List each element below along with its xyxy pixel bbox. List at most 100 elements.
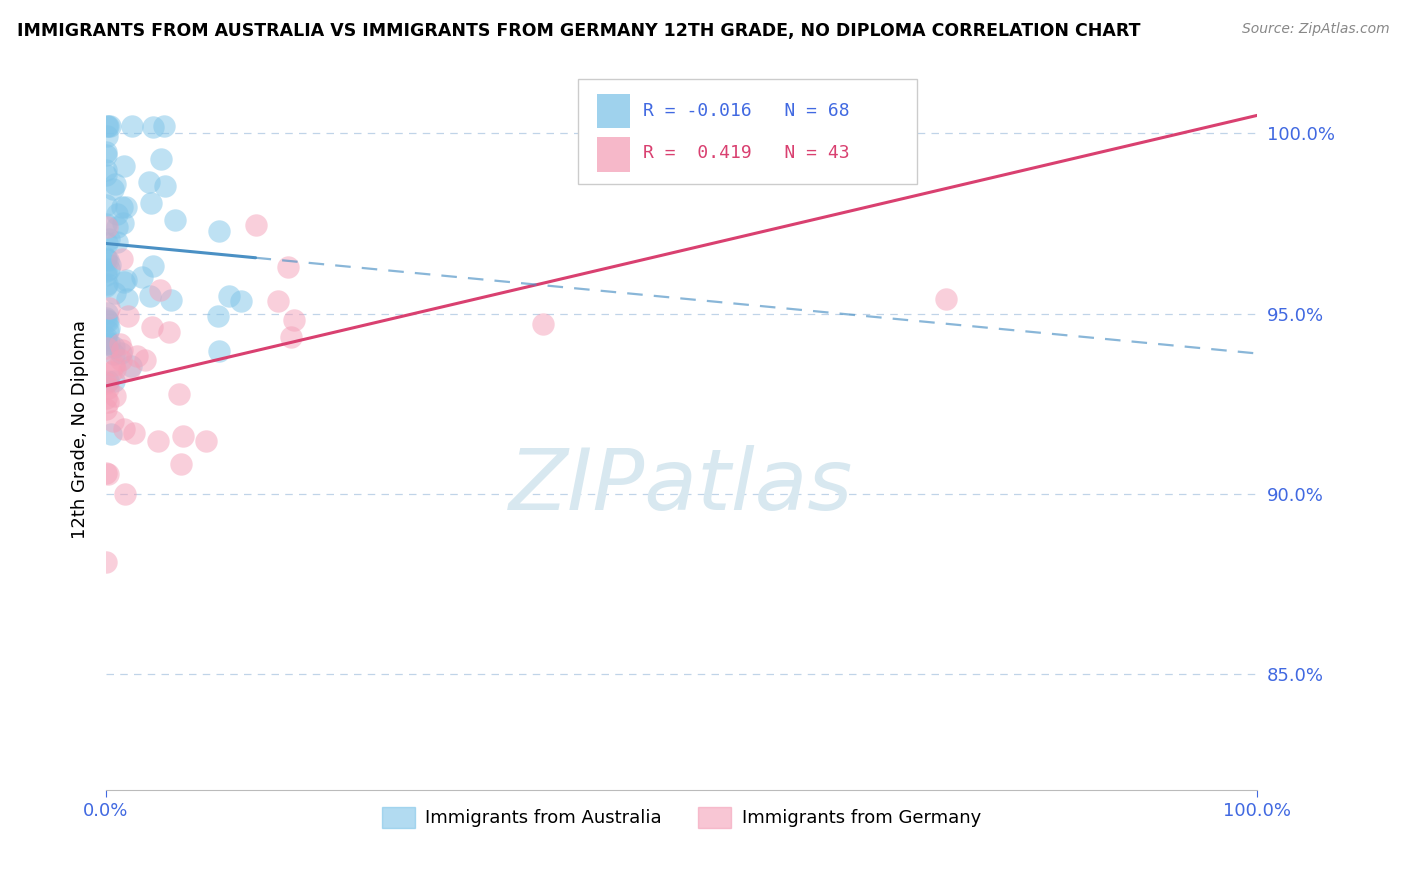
Point bbox=[167, 387, 190, 401]
Point bbox=[98, 321, 121, 335]
Point bbox=[94, 555, 117, 569]
Y-axis label: 12th Grade, No Diploma: 12th Grade, No Diploma bbox=[72, 319, 89, 539]
Point bbox=[103, 389, 125, 403]
Point bbox=[97, 253, 120, 268]
Point bbox=[120, 359, 142, 373]
Point bbox=[134, 353, 156, 368]
Point bbox=[172, 429, 194, 443]
Point bbox=[103, 340, 125, 354]
Point bbox=[96, 306, 118, 320]
Point bbox=[105, 207, 128, 221]
FancyBboxPatch shape bbox=[578, 79, 918, 184]
Point bbox=[148, 434, 170, 448]
Point bbox=[103, 359, 125, 373]
Point bbox=[94, 392, 117, 406]
Point bbox=[101, 182, 124, 196]
Point bbox=[114, 200, 136, 214]
Point bbox=[131, 269, 153, 284]
Point bbox=[94, 218, 117, 232]
Point bbox=[100, 426, 122, 441]
Legend: Immigrants from Australia, Immigrants from Germany: Immigrants from Australia, Immigrants fr… bbox=[375, 800, 988, 835]
Point bbox=[245, 218, 267, 232]
Point bbox=[96, 277, 118, 291]
Point bbox=[97, 394, 120, 409]
Point bbox=[152, 120, 174, 134]
Point bbox=[94, 268, 117, 282]
Point bbox=[117, 310, 139, 324]
Point bbox=[97, 374, 120, 388]
Point bbox=[208, 224, 231, 238]
Text: R =  0.419   N = 43: R = 0.419 N = 43 bbox=[644, 144, 851, 162]
Point bbox=[111, 216, 134, 230]
Point bbox=[96, 128, 118, 143]
Point bbox=[94, 168, 117, 182]
Point bbox=[100, 120, 122, 134]
Text: ZIPatlas: ZIPatlas bbox=[509, 445, 853, 528]
Point bbox=[111, 343, 134, 357]
Point bbox=[160, 293, 183, 307]
Point bbox=[100, 365, 122, 379]
Point bbox=[142, 120, 165, 134]
Point bbox=[112, 275, 135, 289]
Point bbox=[97, 467, 120, 482]
Point bbox=[96, 236, 118, 251]
Point bbox=[104, 285, 127, 300]
Point bbox=[935, 292, 957, 306]
Point bbox=[105, 235, 128, 249]
Point bbox=[117, 292, 139, 306]
Point bbox=[94, 376, 117, 390]
Point bbox=[531, 317, 554, 331]
Point bbox=[94, 336, 117, 351]
Point bbox=[101, 414, 124, 428]
Point bbox=[786, 116, 808, 130]
Text: IMMIGRANTS FROM AUSTRALIA VS IMMIGRANTS FROM GERMANY 12TH GRADE, NO DIPLOMA CORR: IMMIGRANTS FROM AUSTRALIA VS IMMIGRANTS … bbox=[17, 22, 1140, 40]
Point bbox=[283, 312, 305, 326]
Point bbox=[141, 320, 163, 334]
Point bbox=[103, 347, 125, 361]
Point bbox=[97, 336, 120, 351]
Point bbox=[103, 374, 125, 388]
Point bbox=[125, 349, 148, 363]
Point bbox=[96, 312, 118, 326]
Point bbox=[157, 325, 180, 339]
Point bbox=[97, 262, 120, 277]
Point bbox=[96, 401, 118, 416]
Point bbox=[94, 264, 117, 278]
Point bbox=[277, 260, 299, 275]
Point bbox=[96, 220, 118, 235]
Bar bbox=[598, 137, 630, 171]
Point bbox=[94, 148, 117, 162]
Point bbox=[149, 283, 172, 297]
Point bbox=[138, 176, 160, 190]
Point bbox=[94, 466, 117, 480]
Point bbox=[96, 341, 118, 355]
Point bbox=[94, 278, 117, 293]
Point bbox=[110, 353, 132, 368]
Point bbox=[97, 120, 120, 134]
Point bbox=[150, 152, 173, 166]
Point bbox=[96, 310, 118, 325]
Point bbox=[94, 251, 117, 265]
Text: R = -0.016   N = 68: R = -0.016 N = 68 bbox=[644, 102, 851, 120]
Point bbox=[165, 213, 187, 227]
Point bbox=[98, 232, 121, 246]
Point bbox=[112, 422, 135, 436]
Point bbox=[105, 220, 128, 235]
Point bbox=[94, 252, 117, 267]
Point bbox=[170, 458, 193, 472]
Point bbox=[110, 346, 132, 360]
Point bbox=[138, 289, 160, 303]
Point bbox=[280, 330, 302, 344]
Point bbox=[94, 198, 117, 212]
Point bbox=[97, 381, 120, 395]
Point bbox=[208, 343, 231, 358]
Point bbox=[96, 120, 118, 134]
Point bbox=[218, 289, 240, 303]
Point bbox=[111, 252, 134, 266]
Point bbox=[108, 337, 131, 351]
Point bbox=[121, 120, 143, 134]
Point bbox=[104, 178, 127, 192]
Point bbox=[115, 273, 138, 287]
Point bbox=[142, 260, 165, 274]
Point bbox=[104, 362, 127, 376]
